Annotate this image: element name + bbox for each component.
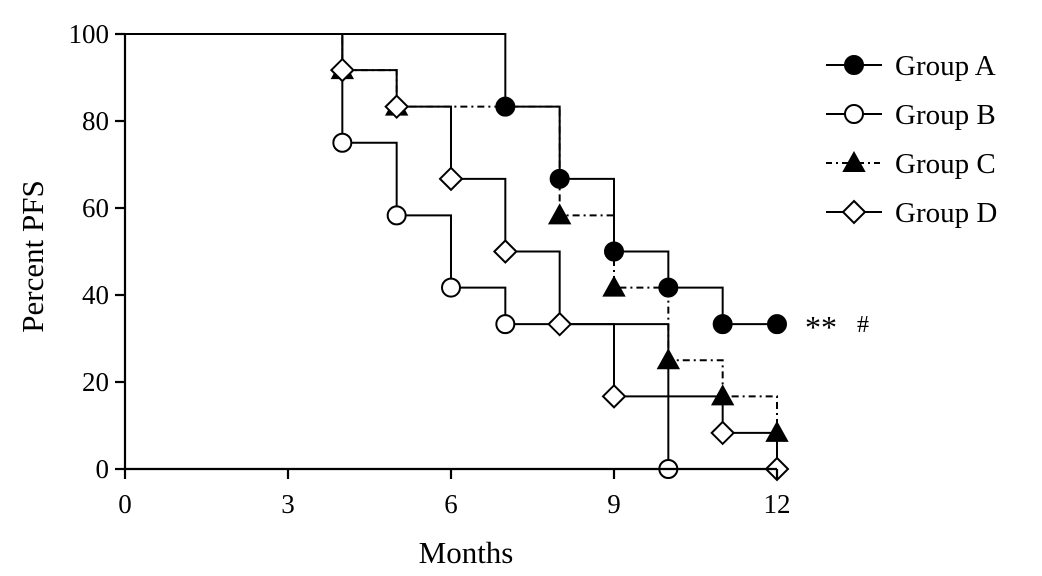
annotation-hash: # [857, 312, 869, 338]
legend-label: Group B [895, 99, 996, 131]
y-axis-title: Percent PFS [15, 180, 50, 332]
legend-marker [844, 104, 864, 124]
data-point [495, 96, 516, 117]
data-point [384, 94, 410, 120]
data-point [712, 314, 733, 335]
data-point [441, 277, 461, 298]
x-tick-label: 9 [607, 489, 621, 519]
data-point [332, 132, 353, 153]
data-point [602, 275, 626, 297]
legend-marker [842, 150, 866, 172]
data-point [601, 383, 627, 409]
data-point [549, 168, 570, 189]
y-tick-label: 40 [82, 280, 109, 310]
x-axis-title: Months [419, 535, 514, 570]
legend-item: Group B [826, 99, 996, 131]
series-markers [329, 57, 790, 482]
y-tick-label: 60 [82, 193, 109, 223]
series-lines [125, 33, 778, 469]
legend-marker [841, 199, 867, 225]
data-point [604, 241, 624, 262]
data-point [767, 314, 787, 335]
x-tick-label: 12 [764, 489, 791, 519]
y-tick-label: 100 [69, 19, 110, 49]
data-point [547, 311, 573, 337]
series-markers-4 [329, 57, 790, 482]
legend-label: Group A [895, 50, 996, 82]
data-point [547, 203, 572, 225]
significance-annotations: ** # [805, 309, 869, 345]
legend-item: Group D [826, 197, 997, 229]
data-point [765, 420, 789, 442]
data-point [656, 348, 681, 370]
data-point [495, 314, 516, 335]
axes: 0 20 40 60 80 100 0 3 6 9 12 [69, 19, 791, 519]
x-tick-label: 3 [281, 489, 295, 519]
y-tick-label: 20 [82, 367, 109, 397]
legend-item: Group C [826, 148, 996, 180]
legend-item: Group A [826, 50, 996, 82]
y-tick-label: 0 [96, 454, 110, 484]
data-point [492, 239, 518, 264]
data-point [710, 384, 735, 406]
data-point [658, 277, 679, 298]
legend-label: Group C [895, 148, 996, 180]
data-point [438, 166, 464, 192]
series-markers-1 [495, 96, 787, 335]
data-point [710, 420, 736, 446]
series-line-1 [125, 33, 777, 326]
legend: Group A Group B Group C Group D [826, 50, 997, 229]
x-tick-label: 0 [118, 489, 132, 519]
data-point [329, 57, 355, 83]
legend-marker [844, 55, 864, 75]
y-tick-label: 80 [82, 106, 109, 136]
data-point [386, 205, 407, 226]
legend-label: Group D [895, 197, 997, 229]
annotation-significance-stars: ** [805, 309, 837, 345]
x-tick-label: 6 [444, 489, 458, 519]
